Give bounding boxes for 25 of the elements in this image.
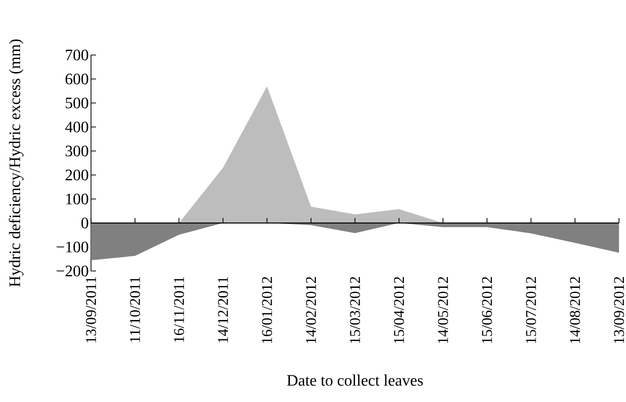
x-tick-label: 11/10/2011 (130, 277, 140, 342)
y-tick-label: 200 (66, 170, 88, 180)
x-tick-label: 14/08/2012 (570, 277, 580, 343)
y-tick-label: 100 (66, 194, 88, 204)
x-tick-label: 15/06/2012 (482, 277, 492, 343)
x-tick-label: 14/12/2011 (218, 277, 228, 342)
y-tick-label: 500 (66, 98, 88, 108)
x-tick-label: 15/04/2012 (394, 277, 404, 343)
x-tick-label: 14/02/2012 (306, 277, 316, 343)
x-tick-label: 13/09/2011 (86, 277, 96, 342)
y-axis-title: Hydric deficiency/Hydric excess (mm) (8, 40, 24, 287)
y-tick-label: −200 (56, 266, 88, 276)
x-tick-label: 16/01/2012 (262, 277, 272, 343)
y-tick-label: 400 (65, 122, 88, 132)
x-axis-title: Date to collect leaves (287, 374, 423, 386)
y-tick-label: 0 (81, 218, 88, 228)
y-tick-label: 600 (66, 74, 88, 84)
y-tick-label: −100 (56, 242, 88, 252)
x-tick-label: 13/09/2012 (614, 277, 624, 343)
x-tick-label: 16/11/2011 (174, 277, 184, 342)
x-tick-label: 15/03/2012 (350, 277, 360, 343)
y-tick-label: 300 (66, 146, 88, 156)
x-tick-label: 15/07/2012 (526, 277, 536, 343)
x-tick-label: 14/05/2012 (438, 277, 448, 343)
y-tick-label: 700 (66, 50, 88, 60)
